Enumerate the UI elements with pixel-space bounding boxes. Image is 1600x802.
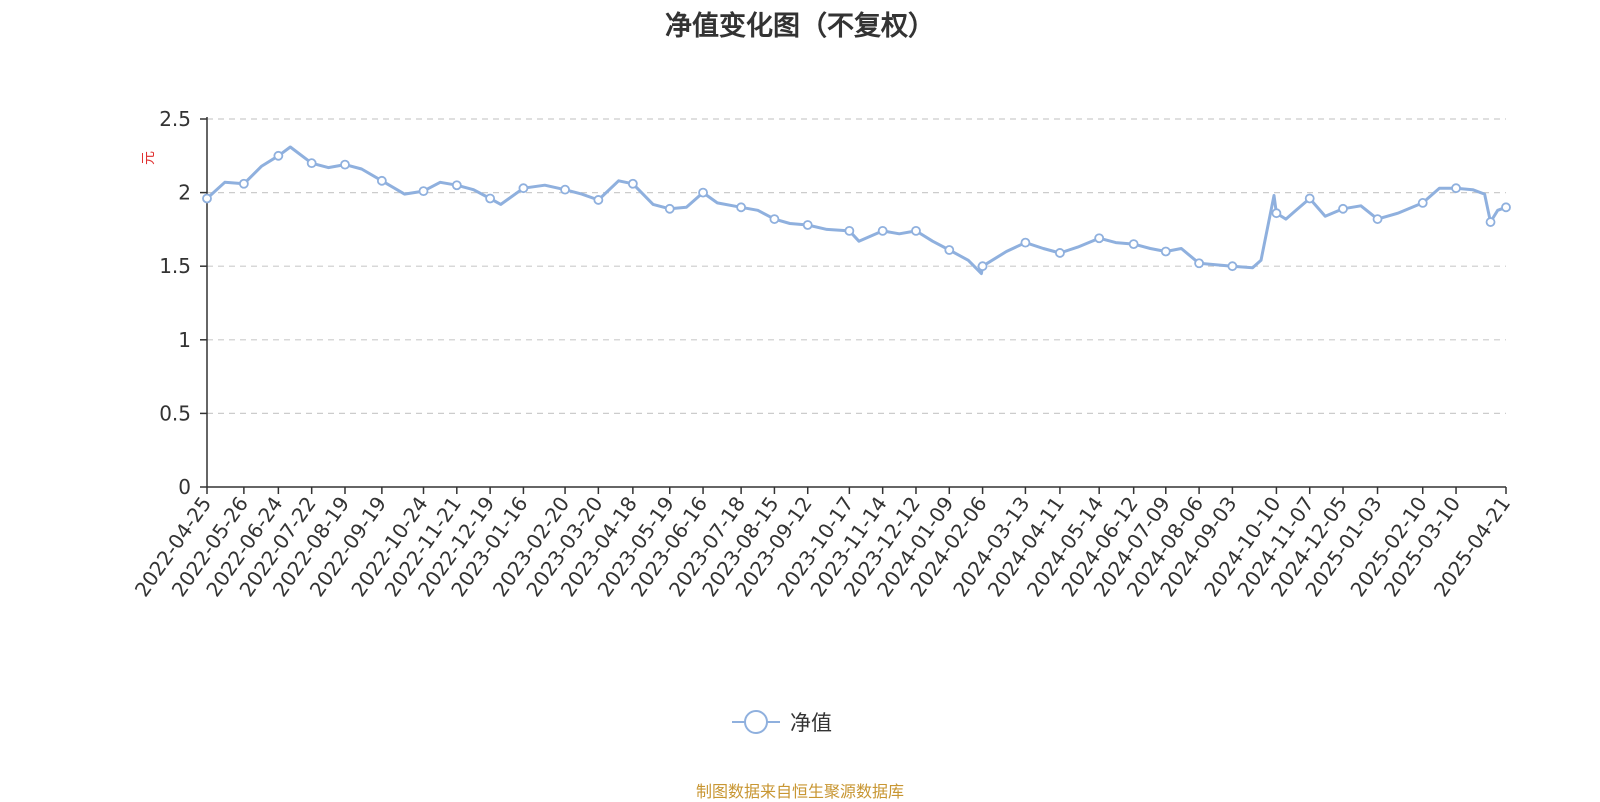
y-tick-label: 1.5	[159, 254, 191, 278]
series-marker	[944, 245, 955, 255]
data-source-note: 制图数据来自恒生聚源数据库	[695, 782, 904, 801]
series-marker	[844, 225, 855, 236]
series-marker	[1501, 202, 1511, 213]
series-marker	[560, 184, 570, 195]
series-line	[205, 145, 1508, 276]
series-net-value	[202, 145, 1511, 276]
series-marker	[1094, 233, 1105, 244]
series-marker	[1304, 193, 1315, 204]
series-marker	[202, 193, 212, 204]
series-marker	[518, 183, 529, 194]
axes: 00.511.522.5元2022-04-252022-05-262022-06…	[130, 107, 1515, 601]
legend[interactable]: 净值	[732, 710, 832, 735]
series-marker	[340, 159, 350, 170]
series-marker	[1020, 237, 1031, 248]
series-marker	[593, 195, 604, 205]
series-marker	[1194, 258, 1204, 269]
series-marker	[376, 175, 387, 186]
series-marker	[451, 180, 462, 191]
y-tick-label: 2.5	[159, 107, 191, 131]
chart-title: 净值变化图（不复权）	[665, 11, 935, 42]
series-marker	[1227, 261, 1238, 272]
series-marker	[1128, 239, 1139, 250]
series-marker	[802, 220, 813, 230]
grid-lines	[207, 118, 1506, 414]
y-tick-label: 2	[178, 181, 191, 205]
legend-marker-icon	[744, 710, 768, 734]
series-marker	[698, 187, 708, 198]
series-marker	[769, 214, 780, 224]
y-tick-label: 0.5	[159, 401, 191, 425]
series-marker	[1271, 208, 1282, 219]
y-axis-unit-label: 元	[141, 151, 157, 165]
series-marker	[273, 150, 284, 161]
series-marker	[306, 158, 317, 169]
series-marker	[1417, 198, 1428, 208]
series-marker	[1485, 217, 1496, 227]
series-marker	[1055, 248, 1065, 258]
series-marker	[736, 202, 747, 213]
series-marker	[1160, 246, 1171, 257]
series-marker	[1372, 214, 1383, 224]
series-marker	[627, 178, 638, 189]
series-marker	[1451, 183, 1461, 194]
series-marker	[877, 225, 888, 236]
series-marker	[911, 225, 921, 236]
y-tick-label: 0	[178, 475, 191, 499]
series-marker	[485, 193, 496, 204]
y-tick-label: 1	[178, 328, 191, 352]
series-marker	[664, 203, 675, 214]
series-marker	[418, 186, 429, 197]
legend-label: 净值	[790, 711, 832, 735]
series-marker	[1338, 203, 1348, 214]
series-marker	[238, 178, 249, 189]
series-marker	[977, 261, 988, 272]
